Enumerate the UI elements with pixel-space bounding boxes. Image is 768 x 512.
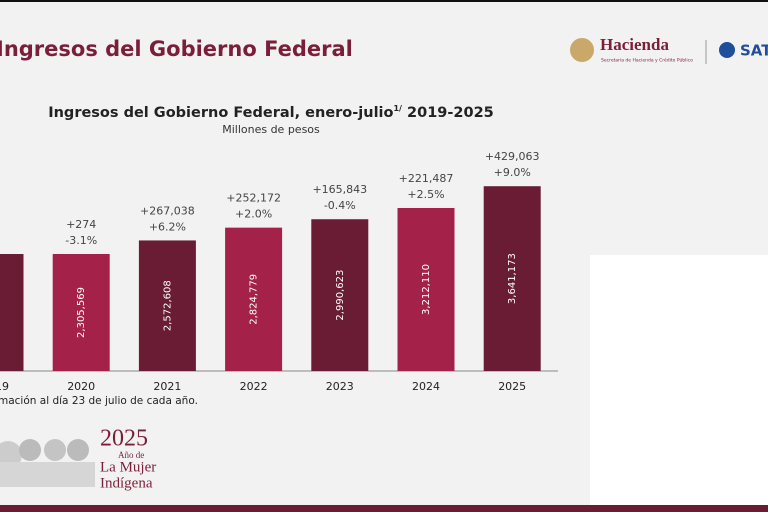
change-label: +267,038 xyxy=(140,204,195,217)
pct-label: +2.5% xyxy=(407,188,444,201)
title-main: Ingresos del Gobierno Federal, enero-jul… xyxy=(48,105,393,121)
value-label: 3,212,110 xyxy=(421,264,432,315)
pct-label: -3.1% xyxy=(65,234,97,247)
footer-figures xyxy=(0,439,95,487)
logo-subtext: Secretaría de Hacienda y Crédito Público xyxy=(601,57,693,64)
change-label: +165,843 xyxy=(312,183,367,196)
x-tick-label: 2024 xyxy=(412,380,440,393)
pct-label: +6.2% xyxy=(149,220,186,233)
x-tick-label: 2019 xyxy=(0,380,9,393)
x-tick-label: 2021 xyxy=(153,380,181,393)
value-label: 2,990,623 xyxy=(335,270,346,321)
chart-subtitle: Millones de pesos xyxy=(222,123,320,136)
x-tick-label: 2020 xyxy=(67,380,95,393)
value-label: 2,572,608 xyxy=(162,280,173,331)
logo-text: Hacienda xyxy=(600,35,669,54)
title-sup: 1/ xyxy=(393,104,402,113)
bar xyxy=(397,207,455,371)
footnote: mación al día 23 de julio de cada año. xyxy=(0,395,198,407)
x-tick-label: 2025 xyxy=(498,380,526,393)
slide-title: Ingresos del Gobierno Federal xyxy=(0,37,353,61)
change-label: +429,063 xyxy=(485,150,540,163)
title-end: 2019-2025 xyxy=(402,105,494,121)
bar xyxy=(225,227,283,371)
x-tick-label: 2022 xyxy=(240,380,268,393)
top-edge xyxy=(0,0,768,2)
panel xyxy=(590,255,768,505)
logo-seal xyxy=(570,38,594,62)
sat-text: SAT xyxy=(740,42,768,60)
bar xyxy=(52,253,110,371)
footer-line2: La Mujer xyxy=(100,459,156,475)
sat-icon xyxy=(719,42,735,58)
footer-line1: Año de xyxy=(118,450,144,460)
pct-label: +9.0% xyxy=(494,166,531,179)
bar xyxy=(138,240,196,371)
value-label: 2,305,569 xyxy=(76,287,87,338)
footer-year: 2025 xyxy=(100,426,148,452)
footer-line3: Indígena xyxy=(100,475,153,491)
bottom-strip xyxy=(0,505,768,512)
chart-title: Ingresos del Gobierno Federal, enero-jul… xyxy=(48,104,494,122)
pct-label: -0.4% xyxy=(324,199,356,212)
change-label: +252,172 xyxy=(226,192,281,205)
change-label: +274 xyxy=(66,218,96,231)
bar xyxy=(483,186,541,371)
change-label: +221,487 xyxy=(399,172,454,185)
value-label: 2,824,779 xyxy=(249,274,260,325)
bar xyxy=(0,254,24,371)
bar xyxy=(311,219,369,371)
value-label: 2,305,295 xyxy=(0,287,1,338)
value-label: 3,641,173 xyxy=(507,253,518,304)
x-tick-label: 2023 xyxy=(326,380,354,393)
pct-label: +2.0% xyxy=(235,208,272,221)
